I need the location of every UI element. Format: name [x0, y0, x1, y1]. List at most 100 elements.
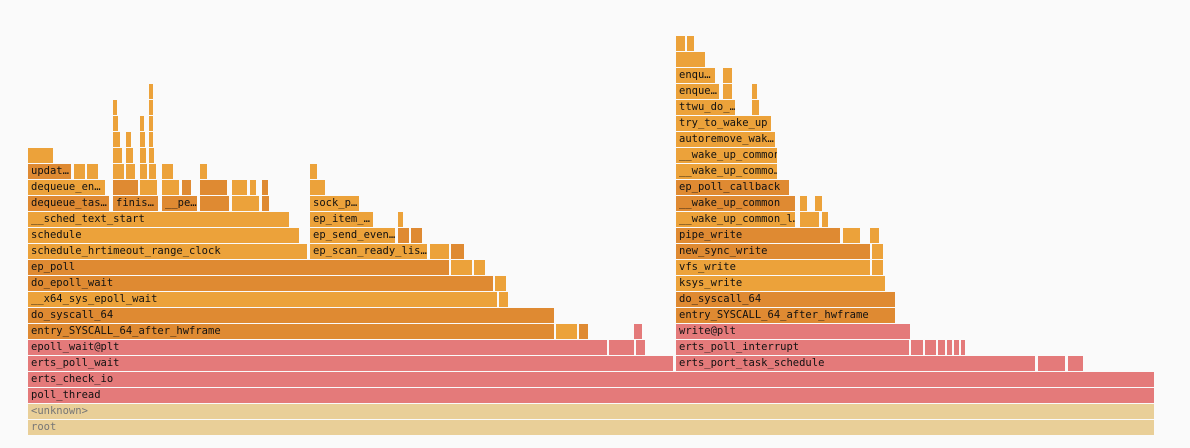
flame-frame[interactable]: __wake_up_common — [676, 148, 778, 163]
flame-frame[interactable]: __wake_up_commo… — [676, 164, 778, 179]
flame-frame[interactable]: do_syscall_64 — [676, 292, 896, 307]
flame-frame[interactable]: updat… — [28, 164, 72, 179]
flame-frame[interactable] — [870, 228, 880, 243]
flame-frame[interactable] — [451, 244, 465, 259]
flame-frame[interactable] — [451, 260, 473, 275]
flame-frame[interactable]: ep_poll_callback — [676, 180, 790, 195]
flame-frame[interactable] — [140, 180, 158, 195]
flame-frame[interactable] — [232, 180, 248, 195]
flame-frame[interactable] — [634, 324, 643, 339]
flame-frame[interactable] — [232, 196, 260, 211]
flame-frame[interactable] — [800, 212, 820, 227]
flame-frame[interactable] — [822, 212, 829, 227]
flame-frame[interactable] — [113, 100, 118, 115]
flame-frame[interactable] — [411, 228, 423, 243]
flame-frame[interactable]: __wake_up_common — [676, 196, 796, 211]
flame-frame[interactable] — [149, 164, 157, 179]
flame-frame[interactable] — [1068, 356, 1084, 371]
flame-frame[interactable] — [113, 132, 121, 147]
flame-frame[interactable]: schedule_hrtimeout_range_clock — [28, 244, 308, 259]
flame-frame[interactable]: entry_SYSCALL_64_after_hwframe — [676, 308, 896, 323]
flame-frame[interactable] — [1038, 356, 1066, 371]
flame-frame[interactable] — [140, 116, 145, 131]
flame-frame[interactable] — [911, 340, 924, 355]
flame-frame[interactable] — [310, 180, 326, 195]
flame-frame[interactable] — [687, 36, 695, 51]
flame-frame[interactable] — [28, 148, 54, 163]
flame-frame[interactable]: sock_p… — [310, 196, 360, 211]
flame-frame[interactable] — [676, 36, 686, 51]
flame-frame[interactable]: enqu… — [676, 68, 716, 83]
flame-frame[interactable]: ep_scan_ready_lis… — [310, 244, 428, 259]
flame-frame[interactable] — [310, 164, 318, 179]
flame-frame[interactable]: autoremove_wak… — [676, 132, 776, 147]
flame-frame[interactable] — [113, 164, 125, 179]
flame-frame[interactable]: __pe… — [162, 196, 198, 211]
flame-frame[interactable] — [200, 196, 230, 211]
flame-frame[interactable]: ep_poll — [28, 260, 450, 275]
flame-frame[interactable] — [925, 340, 937, 355]
flame-frame[interactable] — [262, 180, 269, 195]
flame-frame[interactable] — [140, 164, 148, 179]
flame-frame[interactable] — [149, 84, 154, 99]
flame-frame[interactable] — [250, 180, 257, 195]
flame-frame[interactable] — [162, 180, 180, 195]
flame-frame[interactable]: root — [28, 420, 1155, 435]
flame-frame[interactable]: poll_thread — [28, 388, 1155, 403]
flame-frame[interactable] — [126, 148, 134, 163]
flame-frame[interactable]: __wake_up_common_l… — [676, 212, 796, 227]
flame-frame[interactable] — [676, 52, 706, 67]
flame-frame[interactable] — [200, 164, 208, 179]
flame-frame[interactable]: erts_poll_interrupt — [676, 340, 910, 355]
flame-frame[interactable] — [74, 164, 86, 179]
flame-frame[interactable]: erts_check_io — [28, 372, 1155, 387]
flame-frame[interactable] — [954, 340, 960, 355]
flame-frame[interactable]: ksys_write — [676, 276, 886, 291]
flame-frame[interactable] — [609, 340, 635, 355]
flame-frame[interactable] — [752, 84, 758, 99]
flame-frame[interactable] — [149, 148, 155, 163]
flame-frame[interactable] — [815, 196, 823, 211]
flame-frame[interactable] — [872, 260, 884, 275]
flame-frame[interactable]: dequeue_tas… — [28, 196, 110, 211]
flame-frame[interactable] — [162, 164, 174, 179]
flame-frame[interactable] — [149, 116, 154, 131]
flame-frame[interactable]: dequeue_en… — [28, 180, 106, 195]
flame-frame[interactable]: schedule — [28, 228, 300, 243]
flame-frame[interactable]: finis… — [113, 196, 159, 211]
flame-frame[interactable]: vfs_write — [676, 260, 871, 275]
flame-frame[interactable] — [843, 228, 861, 243]
flame-frame[interactable] — [113, 148, 123, 163]
flame-frame[interactable] — [149, 132, 154, 147]
flame-frame[interactable] — [262, 196, 270, 211]
flame-frame[interactable]: epoll_wait@plt — [28, 340, 608, 355]
flame-frame[interactable]: ttwu_do_… — [676, 100, 736, 115]
flame-frame[interactable]: try_to_wake_up — [676, 116, 772, 131]
flame-frame[interactable] — [636, 340, 646, 355]
flame-frame[interactable] — [126, 132, 132, 147]
flame-frame[interactable] — [398, 212, 404, 227]
flame-frame[interactable] — [87, 164, 99, 179]
flame-frame[interactable] — [140, 148, 147, 163]
flame-frame[interactable] — [398, 228, 410, 243]
flame-frame[interactable]: write@plt — [676, 324, 911, 339]
flame-frame[interactable] — [499, 292, 509, 307]
flame-frame[interactable]: erts_port_task_schedule — [676, 356, 1036, 371]
flame-frame[interactable] — [752, 100, 760, 115]
flame-frame[interactable]: ep_item_… — [310, 212, 374, 227]
flame-frame[interactable]: pipe_write — [676, 228, 841, 243]
flame-frame[interactable] — [113, 116, 119, 131]
flame-frame[interactable] — [126, 164, 136, 179]
flame-frame[interactable]: new_sync_write — [676, 244, 871, 259]
flame-frame[interactable] — [200, 180, 228, 195]
flame-frame[interactable]: ep_send_even… — [310, 228, 396, 243]
flame-frame[interactable]: __sched_text_start — [28, 212, 290, 227]
flame-frame[interactable]: <unknown> — [28, 404, 1155, 419]
flame-frame[interactable]: do_epoll_wait — [28, 276, 494, 291]
flame-frame[interactable] — [947, 340, 953, 355]
flame-frame[interactable] — [800, 196, 808, 211]
flame-frame[interactable]: entry_SYSCALL_64_after_hwframe — [28, 324, 555, 339]
flame-frame[interactable] — [474, 260, 486, 275]
flame-frame[interactable] — [579, 324, 589, 339]
flame-frame[interactable] — [140, 132, 146, 147]
